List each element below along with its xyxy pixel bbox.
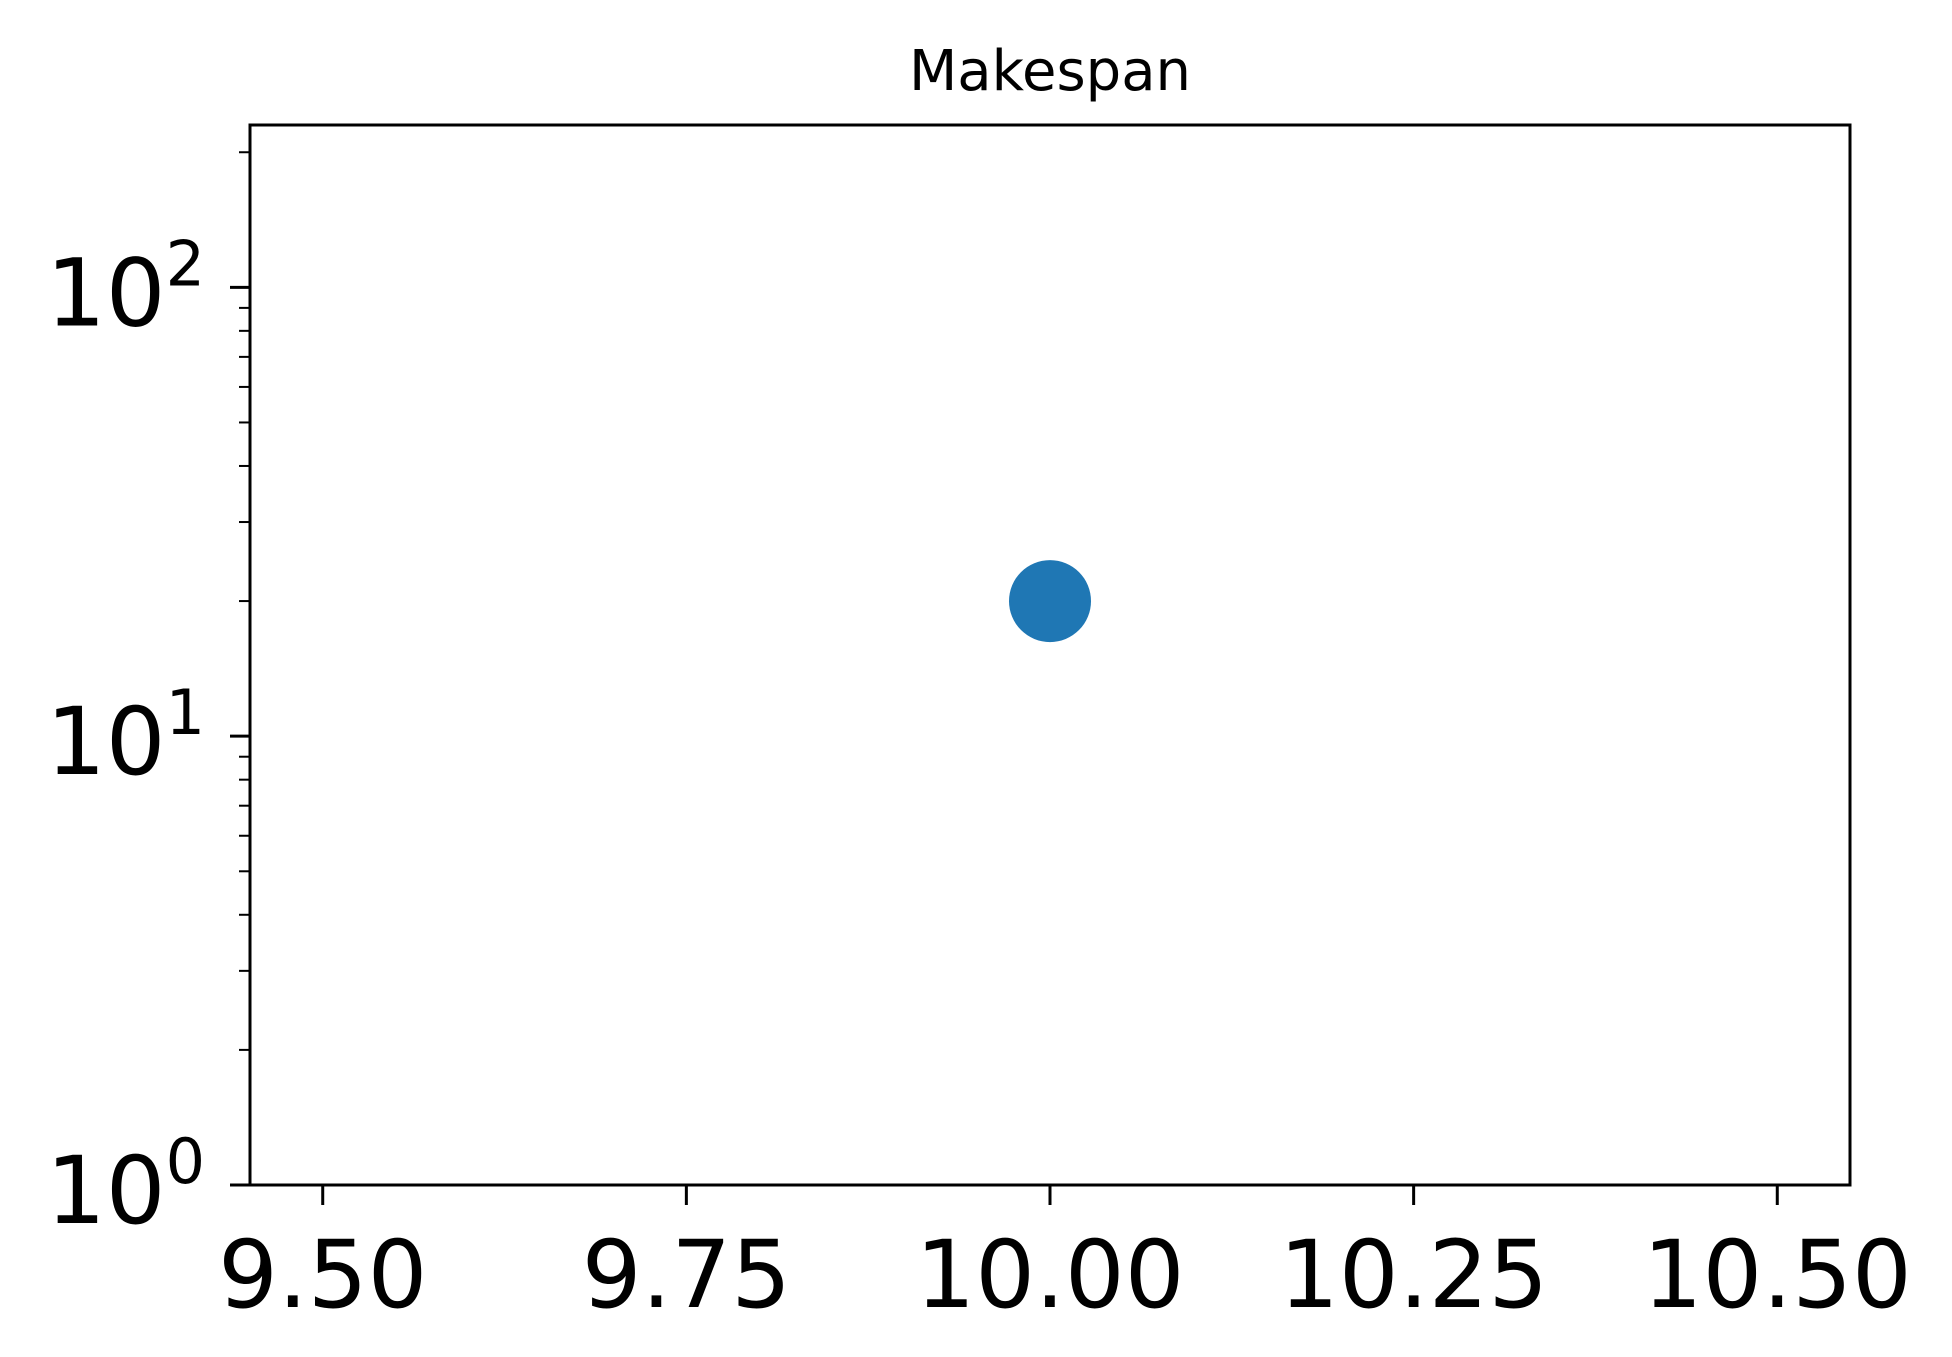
y-tick-base: 10: [46, 1137, 166, 1246]
y-tick-base: 10: [46, 239, 166, 348]
y-tick-base: 10: [46, 688, 166, 797]
plot-area-frame: [248, 123, 1852, 1187]
chart-title: Makespan: [909, 39, 1191, 104]
x-tick-label: 10.25: [1279, 1221, 1548, 1330]
y-tick-exponent: 1: [166, 676, 205, 749]
x-axis-ticks: 9.50 9.75 10.00 10.25 10.50: [218, 1185, 1912, 1330]
x-tick-label: 9.75: [582, 1221, 791, 1330]
x-tick-label: 9.50: [218, 1221, 427, 1330]
data-points: [1009, 560, 1091, 643]
x-tick-label: 10.50: [1643, 1221, 1912, 1330]
y-tick-label: 102: [46, 227, 205, 348]
data-point: [1009, 560, 1091, 643]
y-tick-exponent: 0: [166, 1125, 205, 1198]
y-tick-label: 100: [46, 1125, 205, 1246]
y-tick-label: 101: [46, 676, 205, 797]
y-tick-exponent: 2: [166, 227, 205, 300]
x-tick-label: 10.00: [915, 1221, 1184, 1330]
